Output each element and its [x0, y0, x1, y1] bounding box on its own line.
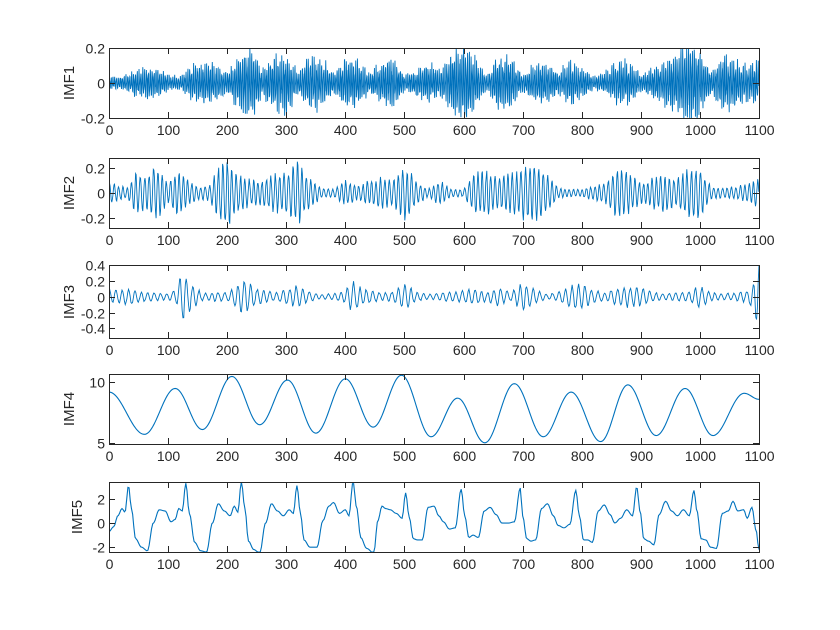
x-tick-label: 900 — [630, 556, 654, 572]
x-tick-label: 700 — [512, 122, 536, 138]
x-tick-label: 0 — [106, 556, 114, 572]
y-axis-label: IMF4 — [61, 392, 78, 426]
x-tick-label: 400 — [334, 448, 358, 464]
x-tick-label: 600 — [453, 556, 477, 572]
y-tick-label: 0 — [97, 516, 105, 532]
x-tick-label: 900 — [630, 232, 654, 248]
y-tick-label: 0.2 — [86, 274, 106, 290]
series-line — [109, 265, 759, 320]
y-tick-label: -0.2 — [81, 211, 105, 227]
axes-box — [109, 374, 760, 445]
axes-box — [109, 265, 760, 339]
x-tick-label: 700 — [512, 556, 536, 572]
x-tick-label: 1100 — [744, 448, 774, 464]
x-tick-label: 400 — [334, 122, 358, 138]
x-tick-label: 900 — [630, 122, 654, 138]
x-tick-label: 100 — [157, 232, 181, 248]
y-tick-label: 0.4 — [86, 258, 106, 274]
x-tick-label: 800 — [571, 122, 595, 138]
y-tick-label: 0 — [97, 76, 105, 92]
series-line — [109, 161, 759, 224]
y-tick-label: 2 — [97, 492, 105, 508]
x-tick-label: 500 — [393, 342, 417, 358]
x-tick-label: 800 — [571, 556, 595, 572]
x-tick-label: 600 — [453, 232, 477, 248]
subplot-imf5: IMF5 0 100 200 300 400 500 600 700 800 900 1000 110… — [69, 482, 775, 572]
subplot-imf4: IMF4 0 100 200 300 400 500 600 700 800 900 1000 110… — [61, 374, 775, 464]
x-tick-label: 300 — [275, 342, 299, 358]
x-tick-label: 1000 — [685, 556, 716, 572]
x-tick-label: 300 — [275, 122, 299, 138]
x-tick-label: 1000 — [685, 122, 716, 138]
x-tick-label: 200 — [216, 448, 240, 464]
x-tick-label: 600 — [453, 122, 477, 138]
y-tick-label: 0.2 — [86, 41, 106, 57]
x-tick-label: 700 — [512, 342, 536, 358]
y-tick-label: -0.2 — [81, 111, 105, 127]
y-tick-label: 0 — [97, 290, 105, 306]
x-tick-label: 900 — [630, 448, 654, 464]
x-tick-label: 0 — [106, 122, 114, 138]
y-tick-label: -2 — [93, 540, 106, 556]
x-tick-label: 800 — [571, 342, 595, 358]
x-tick-label: 200 — [216, 232, 240, 248]
series-line — [109, 374, 759, 444]
y-axis-label: IMF1 — [61, 66, 78, 100]
series-line — [109, 482, 759, 552]
x-tick-label: 300 — [275, 232, 299, 248]
y-tick-label: -0.4 — [81, 321, 105, 337]
x-tick-label: 700 — [512, 232, 536, 248]
x-tick-label: 1100 — [744, 556, 774, 572]
x-tick-label: 400 — [334, 232, 358, 248]
x-tick-label: 500 — [393, 448, 417, 464]
y-tick-label: 5 — [97, 436, 105, 452]
x-tick-label: 500 — [393, 232, 417, 248]
x-tick-label: 500 — [393, 122, 417, 138]
x-tick-label: 1100 — [744, 342, 774, 358]
x-tick-label: 200 — [216, 556, 240, 572]
x-tick-label: 0 — [106, 342, 114, 358]
x-tick-label: 600 — [453, 448, 477, 464]
x-tick-label: 100 — [157, 556, 181, 572]
subplot-imf2: IMF2 0 100 200 300 400 500 600 700 800 900 1000 110… — [61, 158, 775, 248]
x-tick-label: 100 — [157, 448, 181, 464]
x-tick-label: 900 — [630, 342, 654, 358]
x-tick-label: 1000 — [685, 232, 716, 248]
x-tick-label: 300 — [275, 448, 299, 464]
subplot-imf1: IMF1 0 100 200 300 400 500 600 700 800 900 1000 110… — [61, 41, 775, 139]
x-tick-label: 1000 — [685, 448, 716, 464]
x-tick-label: 100 — [157, 342, 181, 358]
x-tick-label: 200 — [216, 122, 240, 138]
y-axis-label: IMF5 — [69, 500, 86, 534]
series-line — [109, 48, 759, 118]
x-tick-label: 600 — [453, 342, 477, 358]
x-tick-label: 100 — [157, 122, 181, 138]
y-tick-label: 10 — [89, 375, 105, 391]
x-tick-label: 1000 — [685, 342, 716, 358]
x-tick-label: 500 — [393, 556, 417, 572]
y-tick-label: -0.2 — [81, 306, 105, 322]
axes-box — [109, 482, 760, 553]
x-tick-label: 800 — [571, 448, 595, 464]
x-tick-label: 0 — [106, 448, 114, 464]
y-axis-label: IMF3 — [61, 285, 78, 319]
x-tick-label: 400 — [334, 342, 358, 358]
x-tick-label: 0 — [106, 232, 114, 248]
y-tick-label: 0 — [97, 186, 105, 202]
x-tick-label: 1100 — [744, 122, 774, 138]
x-tick-label: 300 — [275, 556, 299, 572]
x-tick-label: 400 — [334, 556, 358, 572]
subplot-imf3: IMF3 0 100 200 300 400 500 600 700 800 900 1000 110… — [61, 258, 775, 359]
x-tick-label: 800 — [571, 232, 595, 248]
y-axis-label: IMF2 — [61, 176, 78, 210]
x-tick-label: 200 — [216, 342, 240, 358]
x-tick-label: 1100 — [744, 232, 774, 248]
y-tick-label: 0.2 — [86, 161, 106, 177]
x-tick-label: 700 — [512, 448, 536, 464]
